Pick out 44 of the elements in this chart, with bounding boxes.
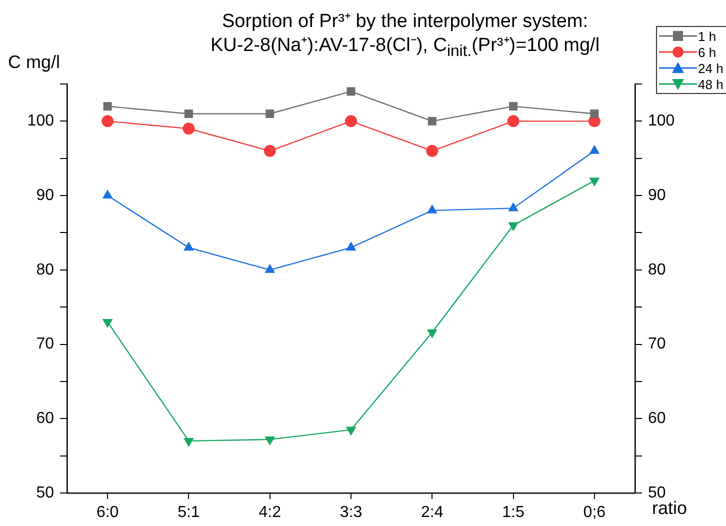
legend-label: 24 h (698, 60, 724, 76)
point (264, 436, 276, 446)
legend-label: 1 h (698, 28, 716, 44)
point (428, 116, 436, 126)
point (184, 110, 193, 118)
point (426, 144, 438, 157)
y2-tick-label: 100 (648, 112, 675, 130)
legend-label: 6 h (698, 44, 716, 60)
point (184, 438, 194, 447)
point (509, 102, 518, 111)
x-tick-label: 5:1 (178, 504, 200, 522)
point (266, 110, 274, 118)
y2-tick-label: 80 (648, 261, 666, 278)
point (102, 115, 114, 128)
y-tick-label: 60 (36, 410, 54, 428)
legend-label: 48 h (698, 76, 724, 92)
y2-tick-label: 90 (648, 186, 666, 204)
point (102, 318, 113, 328)
point (264, 144, 276, 157)
x-tick-label: 3:3 (340, 504, 362, 522)
point (346, 426, 356, 436)
x-tick-label: 0;6 (583, 504, 606, 522)
x-tick-label: 1:5 (502, 504, 525, 522)
point (589, 178, 600, 187)
point (103, 102, 112, 111)
x-tick-label: 4:2 (258, 504, 282, 522)
x-tick-label: 2:4 (421, 504, 444, 522)
chart-title: Sorption of Pr³⁺ by the interpolymer system: KU-2-8(Na⁺):AV-17-8(Cl⁻), C$_{init.}$(Pr³⁺)=100 mg/l (209, 10, 601, 62)
y-tick-label: 50 (36, 484, 54, 502)
y-tick-label: 100 (27, 112, 54, 130)
point (508, 222, 518, 232)
y2-tick-label: 60 (648, 410, 666, 428)
point (426, 329, 438, 338)
y-axis-title: C mg/l (8, 52, 60, 73)
y2-tick-label: 70 (648, 336, 666, 353)
point (345, 115, 357, 128)
y-tick-label: 70 (36, 336, 54, 353)
point (590, 110, 599, 118)
y-tick-label: 90 (36, 186, 54, 204)
point (507, 115, 520, 128)
point (182, 122, 195, 135)
y-tick-label: 80 (36, 261, 54, 278)
point (346, 87, 356, 96)
x-tick-label: 6:0 (96, 504, 119, 522)
